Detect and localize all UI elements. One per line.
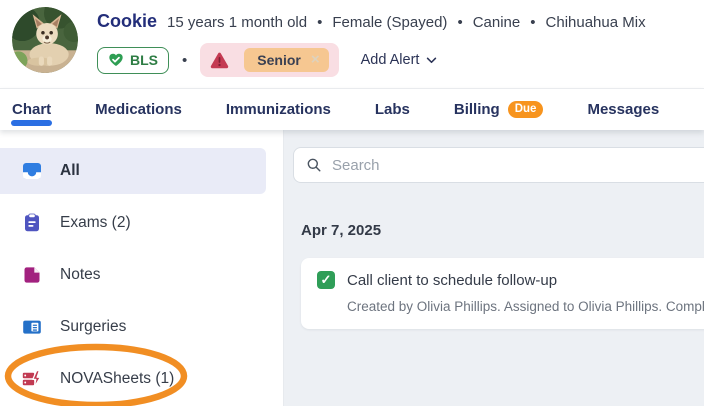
warning-triangle-icon	[211, 52, 229, 68]
tab-billing[interactable]: Billing Due	[454, 89, 544, 130]
heart-check-icon	[109, 53, 123, 66]
separator-dot: •	[530, 14, 536, 31]
chart-filter-sidebar: All Exams (2) Notes	[0, 130, 284, 406]
sidebar-item-surgeries[interactable]: Surgeries	[0, 304, 266, 350]
note-icon	[22, 265, 42, 285]
sidebar-item-all[interactable]: All	[0, 148, 266, 194]
sidebar-item-label: Exams (2)	[60, 214, 131, 231]
pet-summary: Cookie 15 years 1 month old • Female (Sp…	[97, 11, 646, 32]
inbox-icon	[22, 161, 42, 181]
tab-label: Billing	[453, 101, 500, 118]
chart-timeline-panel: Apr 7, 2025 ✓ Call client to schedule fo…	[284, 130, 704, 406]
task-card[interactable]: ✓ Call client to schedule follow-up Crea…	[301, 258, 704, 329]
senior-pill[interactable]: Senior ×	[244, 48, 329, 72]
chevron-down-icon	[427, 57, 437, 63]
due-badge: Due	[507, 100, 544, 119]
senior-alert: Senior ×	[200, 43, 339, 77]
tab-medications[interactable]: Medications	[95, 89, 182, 130]
tab-label: Immunizations	[225, 101, 331, 118]
search-icon	[307, 158, 321, 172]
tab-label: Chart	[12, 101, 52, 118]
clipboard-icon	[22, 213, 42, 233]
search-input[interactable]	[332, 156, 704, 174]
sheet-bolt-icon	[22, 369, 42, 389]
bls-label: BLS	[130, 51, 158, 68]
sidebar-item-novasheets[interactable]: NOVASheets (1)	[0, 356, 266, 402]
pet-name: Cookie	[97, 11, 158, 31]
patient-header: Cookie 15 years 1 month old • Female (Sp…	[0, 0, 704, 88]
task-checkbox-checked[interactable]: ✓	[317, 271, 335, 289]
bls-badge[interactable]: BLS	[97, 46, 169, 74]
senior-label: Senior	[257, 51, 301, 68]
date-group-header: Apr 7, 2025	[301, 222, 382, 239]
pet-age: 15 years 1 month old	[167, 14, 308, 31]
tab-immunizations[interactable]: Immunizations	[226, 89, 331, 130]
task-meta: Created by Olivia Phillips. Assigned to …	[347, 299, 704, 314]
sidebar-item-notes[interactable]: Notes	[0, 252, 266, 298]
task-title: Call client to schedule follow-up	[347, 272, 558, 289]
sidebar-item-label: Surgeries	[60, 318, 127, 335]
tab-label: Messages	[587, 101, 660, 118]
pet-avatar[interactable]	[12, 7, 78, 73]
separator-dot: •	[182, 51, 188, 69]
tab-messages[interactable]: Messages	[587, 89, 659, 130]
tab-label: Medications	[95, 101, 182, 118]
pet-breed: Chihuahua Mix	[545, 14, 646, 31]
sidebar-item-exams[interactable]: Exams (2)	[0, 200, 266, 246]
sidebar-item-label: NOVASheets (1)	[60, 370, 175, 387]
tab-label: Labs	[374, 101, 410, 118]
pet-sex: Female (Spayed)	[332, 14, 448, 31]
sidebar-item-label: All	[60, 162, 80, 179]
document-icon	[22, 317, 42, 337]
sidebar-item-label: Notes	[60, 266, 101, 283]
patient-tabs: Chart Medications Immunizations Labs Bil…	[0, 88, 704, 130]
pet-species: Canine	[472, 14, 521, 31]
tab-chart[interactable]: Chart	[10, 89, 53, 130]
tab-labs[interactable]: Labs	[375, 89, 410, 130]
close-icon[interactable]: ×	[310, 51, 320, 68]
dog-photo	[12, 7, 78, 73]
search-bar	[293, 147, 704, 183]
add-alert-label: Add Alert	[360, 52, 420, 68]
separator-dot: •	[317, 14, 323, 31]
separator-dot: •	[457, 14, 463, 31]
add-alert-button[interactable]: Add Alert	[361, 52, 438, 68]
